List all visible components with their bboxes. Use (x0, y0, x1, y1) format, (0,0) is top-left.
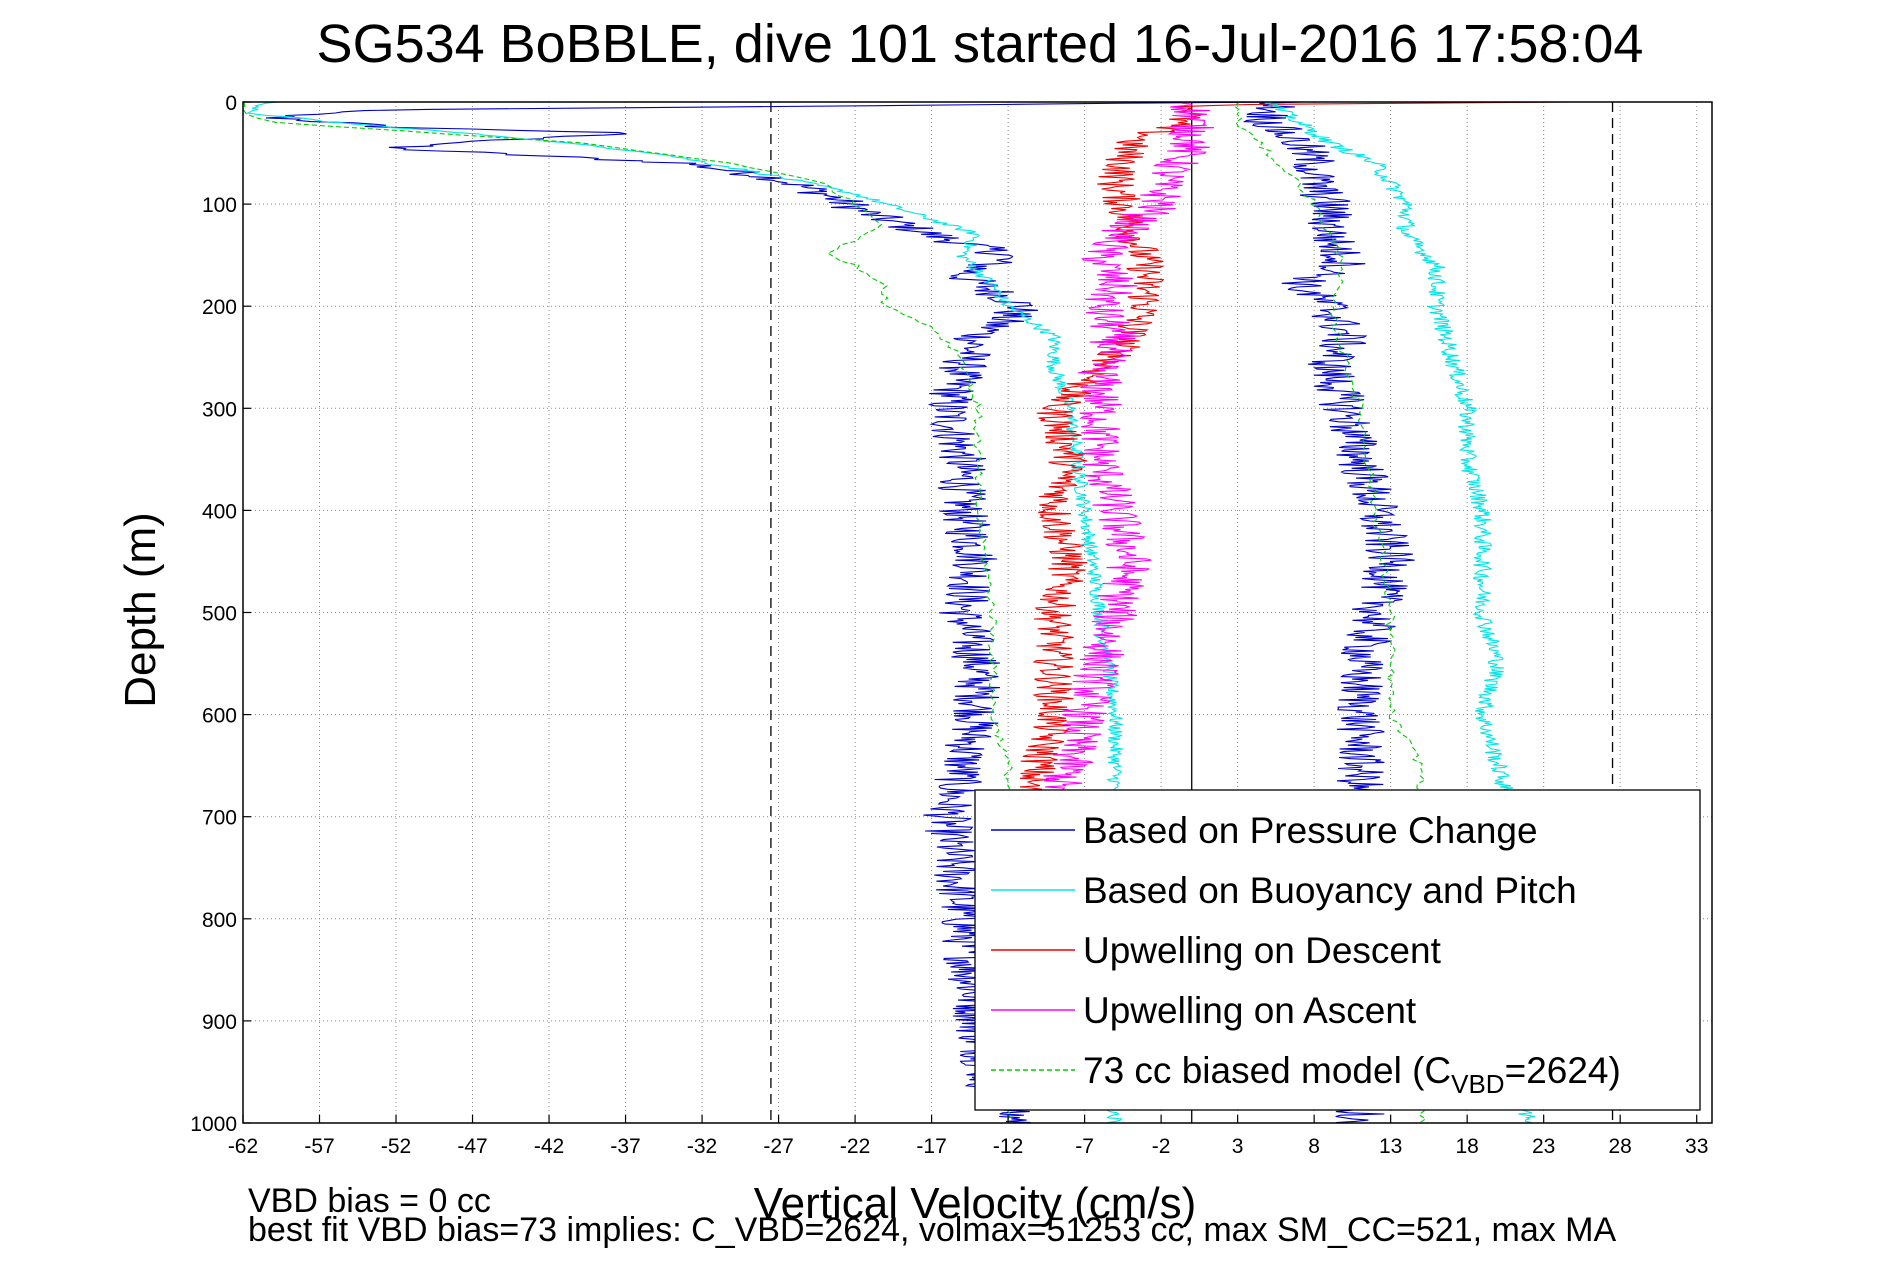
y-axis-label: Depth (m) (116, 512, 165, 708)
y-tick-label: 100 (202, 194, 237, 217)
x-tick-label: -62 (228, 1135, 258, 1158)
x-tick-label: -52 (381, 1135, 411, 1158)
x-tick-label: -12 (993, 1135, 1023, 1158)
legend-label: Based on Pressure Change (1083, 810, 1538, 851)
y-tick-label: 700 (202, 807, 237, 830)
y-tick-label: 0 (225, 92, 237, 115)
x-axis-label: Vertical Velocity (cm/s) (754, 1179, 1197, 1228)
y-tick-label: 400 (202, 500, 237, 523)
y-tick-label: 600 (202, 705, 237, 728)
x-tick-label: -32 (687, 1135, 717, 1158)
x-tick-label: 28 (1609, 1135, 1632, 1158)
series-line (1043, 101, 1215, 797)
x-tick-label: -7 (1075, 1135, 1094, 1158)
y-tick-label: 200 (202, 296, 237, 319)
axis-ticks: -62 -57 -52 -47 -42 -37 -32 -27 -22 -17 -12 -7 -2 3 8 1… (190, 92, 1708, 1158)
series-line (265, 101, 1276, 1124)
y-tick-label: 500 (202, 603, 237, 626)
series-line (1012, 101, 1572, 797)
series-line (243, 101, 1014, 1124)
footer-line-2: best fit VBD bias=73 implies: C_VBD=2624… (248, 1211, 1617, 1249)
legend-label: Upwelling on Descent (1083, 930, 1442, 971)
legend: Based on Pressure Change Based on Buoyanc… (974, 789, 1701, 1111)
x-tick-label: -37 (610, 1135, 640, 1158)
x-tick-label: -42 (534, 1135, 564, 1158)
x-tick-label: 8 (1308, 1135, 1320, 1158)
x-tick-label: 33 (1685, 1135, 1708, 1158)
y-tick-label: 800 (202, 909, 237, 932)
x-tick-label: -22 (840, 1135, 870, 1158)
x-tick-label: -47 (457, 1135, 487, 1158)
x-tick-label: 13 (1379, 1135, 1402, 1158)
series-line (1233, 101, 1427, 1124)
y-tick-label: 1000 (190, 1113, 237, 1136)
legend-label: Upwelling on Ascent (1083, 990, 1417, 1031)
legend-label: 73 cc biased model (CVBD=2624) (1083, 1050, 1621, 1099)
x-tick-label: 23 (1532, 1135, 1555, 1158)
legend-label: Based on Buoyancy and Pitch (1083, 870, 1577, 911)
y-tick-label: 300 (202, 398, 237, 421)
x-tick-label: -2 (1152, 1135, 1171, 1158)
x-tick-label: -27 (763, 1135, 793, 1158)
x-tick-label: 18 (1455, 1135, 1478, 1158)
legend-box (974, 789, 1701, 1111)
chart-title: SG534 BoBBLE, dive 101 started 16-Jul-20… (317, 14, 1644, 74)
y-tick-label: 900 (202, 1011, 237, 1034)
x-tick-label: -57 (304, 1135, 334, 1158)
footer-line-1: VBD bias = 0 cc (248, 1182, 491, 1220)
x-tick-label: 3 (1232, 1135, 1244, 1158)
x-tick-label: -17 (916, 1135, 946, 1158)
